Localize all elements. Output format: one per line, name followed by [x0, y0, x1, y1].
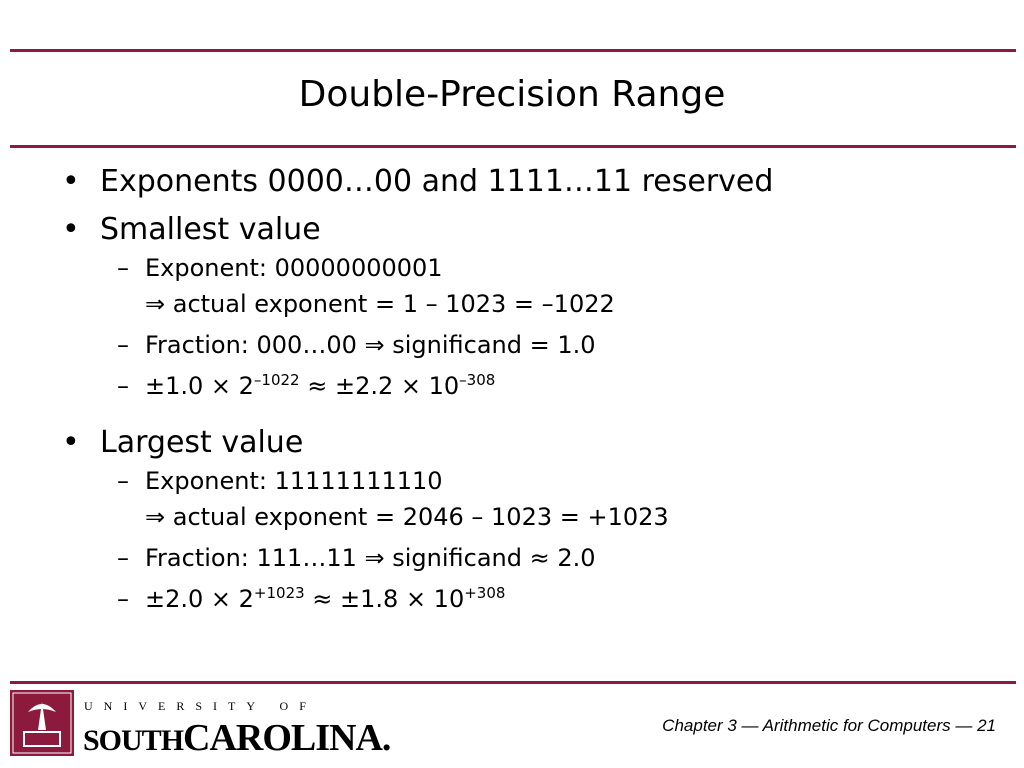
- bullet-text: Largest value: [100, 425, 304, 460]
- text-run: ±1.0 × 2: [145, 372, 254, 400]
- sub-bullet-marker: –: [117, 544, 129, 572]
- bullet-marker: •: [62, 212, 80, 247]
- rule: [10, 49, 1016, 52]
- bullet-marker: •: [62, 164, 80, 199]
- rule: [10, 681, 1016, 684]
- logo-text: SOUTHCAROLINA.: [83, 716, 391, 760]
- sub-bullet-text: ±1.0 × 2–1022 ≈ ±2.2 × 10–308: [145, 368, 495, 404]
- slide-title: Double-Precision Range: [298, 74, 726, 115]
- superscript: –308: [459, 371, 496, 389]
- sub-bullet-marker: –: [117, 467, 129, 495]
- sub-bullet-marker: –: [117, 331, 129, 359]
- text-run: Exponent: 00000000001: [145, 254, 443, 282]
- superscript: +308: [464, 584, 506, 602]
- text-run: Fraction: 000…00 ⇒ significand = 1.0: [145, 331, 596, 359]
- text-run: Exponent: 11111111110: [145, 467, 443, 495]
- footer-caption: Chapter 3 — Arithmetic for Computers — 2…: [662, 716, 996, 735]
- logo-emblem: [10, 690, 74, 756]
- logo-text: CAROLINA.: [183, 717, 391, 759]
- sub-bullet-marker: –: [117, 585, 129, 613]
- sub-bullet-marker: –: [117, 372, 129, 400]
- sub-bullet-marker: –: [117, 254, 129, 282]
- superscript: –1022: [253, 371, 300, 389]
- bullet-marker: •: [62, 425, 80, 460]
- text-run: ≈ ±2.2 × 10: [299, 372, 460, 400]
- logo-text: SOUTH: [83, 724, 184, 757]
- text-run: ⇒ actual exponent = 2046 – 1023 = +1023: [145, 503, 669, 531]
- sub-bullet-text: Exponent: 00000000001: [145, 250, 443, 286]
- text-run: ⇒ actual exponent = 1 – 1023 = –1022: [145, 290, 615, 318]
- sub-bullet-text: Exponent: 11111111110: [145, 463, 443, 499]
- sub-bullet-text: ±2.0 × 2+1023 ≈ ±1.8 × 10+308: [145, 581, 505, 617]
- bullet-text: Exponents 0000…00 and 1111…11 reserved: [100, 164, 774, 199]
- sub-bullet-text: ⇒ actual exponent = 1 – 1023 = –1022: [145, 286, 615, 322]
- text-run: ±2.0 × 2: [145, 585, 254, 613]
- rule: [10, 145, 1016, 148]
- sub-bullet-text: ⇒ actual exponent = 2046 – 1023 = +1023: [145, 499, 669, 535]
- superscript: +1023: [253, 584, 305, 602]
- sub-bullet-text: Fraction: 000…00 ⇒ significand = 1.0: [145, 327, 596, 363]
- text-run: ≈ ±1.8 × 10: [304, 585, 465, 613]
- bullet-text: Smallest value: [100, 212, 321, 247]
- logo-text: UNIVERSITY OF: [84, 699, 317, 713]
- sub-bullet-text: Fraction: 111…11 ⇒ significand ≈ 2.0: [145, 540, 596, 576]
- text-run: Fraction: 111…11 ⇒ significand ≈ 2.0: [145, 544, 596, 572]
